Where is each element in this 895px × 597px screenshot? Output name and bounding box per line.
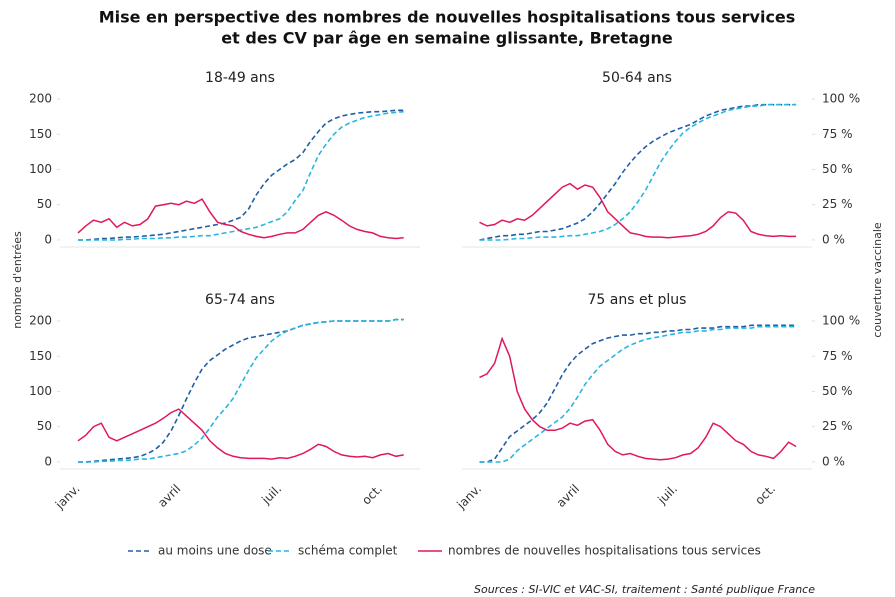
y2-tick-label: 75 % xyxy=(822,349,853,363)
series-line xyxy=(77,408,404,460)
series-line xyxy=(78,318,404,463)
y-tick-label: 100 xyxy=(29,384,52,398)
chart-title: Mise en perspective des nombres de nouve… xyxy=(99,8,796,27)
chart-title: et des CV par âge en semaine glissante, … xyxy=(221,29,673,48)
y-tick-label: 50 xyxy=(37,197,52,211)
legend-label: schéma complet xyxy=(298,544,398,558)
y-tick-label: 100 xyxy=(29,162,52,176)
x-tick-label: avril xyxy=(554,482,582,510)
source-note: Sources : SI-VIC et VAC-SI, traitement :… xyxy=(474,583,815,596)
x-tick-label: juil. xyxy=(654,482,680,508)
y-tick-label: 150 xyxy=(29,349,52,363)
y2-tick-label: 0 % xyxy=(822,454,845,468)
legend-label: nombres de nouvelles hospitalisations to… xyxy=(448,544,761,558)
series-line xyxy=(77,198,404,240)
y-tick-label: 50 xyxy=(37,419,52,433)
series-line xyxy=(479,325,797,463)
y-tick-label: 0 xyxy=(44,454,52,468)
series-line xyxy=(479,336,797,461)
series-line xyxy=(78,110,404,241)
x-tick-label: oct. xyxy=(359,482,385,508)
y-tick-label: 0 xyxy=(44,232,52,246)
y-tick-label: 200 xyxy=(29,314,52,328)
series-line xyxy=(479,324,797,463)
y2-tick-label: 25 % xyxy=(822,419,853,433)
y2-tick-label: 100 % xyxy=(822,92,860,106)
y2-tick-label: 50 % xyxy=(822,162,853,176)
y2-tick-label: 100 % xyxy=(822,314,860,328)
x-tick-label: juil. xyxy=(258,482,284,508)
panel-title: 65-74 ans xyxy=(205,292,275,308)
series-line xyxy=(78,109,404,241)
y2-tick-label: 0 % xyxy=(822,232,845,246)
legend-label: au moins une dose xyxy=(158,544,272,558)
y2-tick-label: 75 % xyxy=(822,127,853,141)
x-tick-label: janv. xyxy=(453,482,484,513)
series-line xyxy=(479,103,797,241)
x-tick-label: janv. xyxy=(52,482,83,513)
y2-tick-label: 25 % xyxy=(822,197,853,211)
series-line xyxy=(479,182,797,239)
x-tick-label: oct. xyxy=(752,482,778,508)
panel-title: 75 ans et plus xyxy=(588,292,687,308)
panel-title: 18-49 ans xyxy=(205,70,275,86)
y-axis-label: nombre d'entrées xyxy=(11,231,24,329)
y2-axis-label: couverture vaccinale xyxy=(871,222,884,338)
series-line xyxy=(479,103,797,241)
y-tick-label: 150 xyxy=(29,127,52,141)
y-tick-label: 200 xyxy=(29,92,52,106)
panel-title: 50-64 ans xyxy=(602,70,672,86)
series-line xyxy=(78,318,404,463)
y2-tick-label: 50 % xyxy=(822,384,853,398)
x-tick-label: avril xyxy=(155,482,183,510)
